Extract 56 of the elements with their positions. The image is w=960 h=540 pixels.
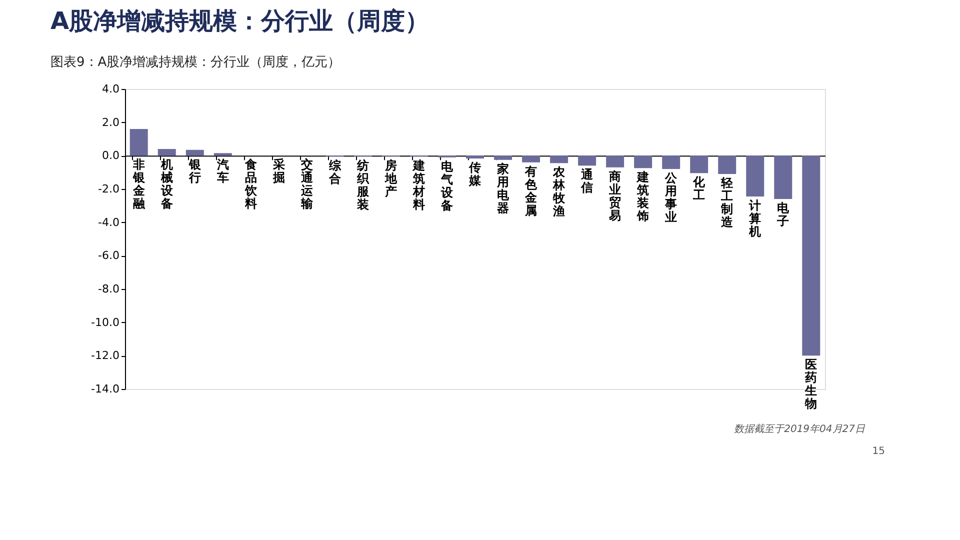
x-tick-label: 建筑材料 [412, 158, 425, 212]
x-tick-label: 汽车 [216, 158, 229, 185]
x-tick-label: 传媒 [468, 160, 482, 188]
x-tick-label: 银行 [188, 158, 202, 185]
x-tick-label: 综合 [328, 158, 342, 186]
y-tick-label: 2.0 [102, 116, 120, 129]
x-tick-label: 食品饮料 [244, 158, 258, 211]
bar [550, 156, 568, 164]
y-tick-label: -4.0 [98, 216, 120, 229]
x-tick-label: 家用电器 [496, 162, 510, 215]
x-tick-label: 公用事业 [664, 171, 678, 224]
x-tick-label: 轻工制造 [720, 176, 734, 229]
x-tick-label: 机械设备 [160, 158, 174, 211]
x-tick-label: 电气设备 [440, 159, 454, 212]
bar [690, 156, 708, 174]
bar [578, 156, 596, 166]
x-tick-label: 化工 [692, 175, 706, 202]
x-tick-label: 商业贸易 [608, 169, 622, 222]
x-tick-label: 纺织服装 [356, 158, 370, 212]
x-tick-label: 有色金属 [524, 164, 538, 218]
bar [802, 156, 820, 356]
y-tick-label: -2.0 [98, 182, 120, 196]
bar [774, 156, 792, 199]
bar [158, 149, 176, 156]
x-tick-label: 建筑装饰 [636, 170, 650, 224]
x-tick-label: 农林牧渔 [552, 165, 566, 218]
bar [494, 156, 512, 160]
bar [466, 156, 484, 158]
x-tick-label: 通信 [580, 168, 594, 195]
bar [186, 150, 204, 156]
x-tick-label: 非银金融 [132, 158, 146, 211]
x-tick-label: 电子 [776, 201, 790, 228]
y-tick-label: -14.0 [91, 382, 120, 396]
text: 15 [872, 446, 885, 457]
y-tick-label: -12.0 [91, 349, 120, 362]
bar [522, 156, 540, 162]
y-tick-label: -10.0 [91, 316, 120, 329]
y-tick-label: -6.0 [98, 249, 120, 262]
bar [606, 156, 624, 168]
chart-title: A股净增减持规模：分行业（周度） [50, 7, 430, 35]
bar [130, 129, 148, 156]
bar [634, 156, 652, 168]
x-tick-label: 采掘 [272, 158, 285, 185]
chart-subtitle: 图表9：A股净增减持规模：分行业（周度，亿元） [50, 54, 341, 70]
x-tick-label: 医药生物 [804, 358, 818, 411]
bar [718, 156, 736, 174]
y-tick-label: 4.0 [102, 82, 120, 96]
y-tick-label: -8.0 [98, 282, 120, 296]
bar [746, 156, 764, 196]
x-tick-label: 计算机 [748, 198, 762, 238]
bar [662, 156, 680, 169]
text: 数据截至于2019年04月27日 [734, 423, 866, 435]
y-tick-label: 0.0 [102, 149, 120, 162]
x-tick-label: 房地产 [384, 158, 398, 198]
x-tick-label: 交通运输 [300, 158, 314, 211]
bar [214, 153, 232, 156]
